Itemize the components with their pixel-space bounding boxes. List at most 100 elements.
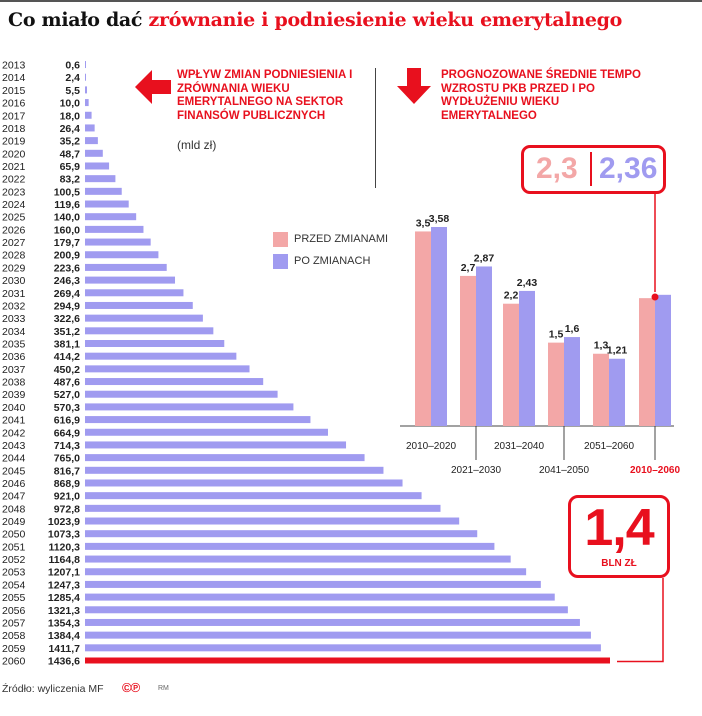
hbar-value-2037: 450,2	[54, 364, 80, 376]
hbar-value-2040: 570,3	[54, 402, 80, 414]
page-title: Co miało dać zrównanie i podniesienie wi…	[8, 9, 622, 31]
hbar-value-2060: 1436,6	[48, 656, 80, 668]
hbar-2046	[85, 479, 403, 487]
hbar-2058	[85, 631, 591, 639]
hbar-year-2035: 2035	[2, 339, 26, 351]
hbar-year-2038: 2038	[2, 377, 26, 389]
hbar-2018	[85, 124, 95, 132]
hbar-2042	[85, 428, 328, 436]
hbar-year-2048: 2048	[2, 503, 26, 515]
hbar-2050	[85, 530, 478, 538]
hbar-year-2029: 2029	[2, 262, 26, 274]
hbar-2041	[85, 416, 311, 424]
legend-swatch-before	[273, 232, 288, 247]
average-before-value: 2,3	[536, 152, 578, 185]
hbar-year-2036: 2036	[2, 351, 26, 363]
hbar-value-2035: 381,1	[54, 339, 80, 351]
hbar-year-2025: 2025	[2, 212, 26, 224]
hbar-value-2017: 18,0	[60, 110, 81, 122]
author-initials: RM	[158, 685, 169, 692]
hbar-2020	[85, 149, 103, 157]
title-part-black: Co miało dać	[8, 9, 149, 31]
hbar-value-2036: 414,2	[54, 351, 80, 363]
vbar-category-2: 2031–2040	[494, 441, 544, 452]
vbar-after-4	[609, 358, 625, 426]
vbar-category-4: 2051–2060	[584, 441, 634, 452]
hbar-2022	[85, 175, 116, 183]
average-after-value: 2,36	[599, 152, 658, 185]
hbar-year-2054: 2054	[2, 579, 26, 591]
hbar-2053	[85, 568, 527, 576]
hbar-year-2041: 2041	[2, 415, 26, 427]
vbar-before-2	[503, 303, 519, 426]
hbar-2036	[85, 352, 237, 360]
hbar-year-2018: 2018	[2, 123, 26, 135]
hbar-2029	[85, 263, 167, 271]
hbar-value-2031: 269,4	[54, 288, 80, 300]
hbar-value-2049: 1023,9	[48, 516, 80, 528]
right-panel-title: PROGNOZOWANE ŚREDNIE TEMPO WZROSTU PKB P…	[441, 69, 641, 122]
vbar-category-0: 2010–2020	[406, 441, 456, 452]
hbar-year-2047: 2047	[2, 491, 26, 503]
hbar-year-2060: 2060	[2, 656, 26, 668]
hbar-value-2024: 119,6	[54, 199, 80, 211]
vbar-label-before-2: 2,2	[504, 290, 519, 302]
hbar-2059	[85, 644, 601, 652]
hbar-year-2020: 2020	[2, 148, 26, 160]
hbar-2035	[85, 340, 225, 347]
vbar-label-after-3: 1,6	[565, 323, 580, 335]
vbar-after-1	[476, 266, 492, 426]
hbar-2013	[85, 61, 86, 69]
hbar-2032	[85, 301, 193, 309]
hbar-value-2052: 1164,8	[48, 554, 80, 566]
hbar-value-2051: 1120,3	[48, 541, 80, 553]
left-panel-title: WPŁYW ZMIAN PODNIESIENIA I ZRÓWNANIA WIE…	[177, 69, 353, 122]
arrow-down-icon	[397, 68, 431, 104]
vbar-label-before-0: 3,5	[416, 217, 431, 229]
hbar-value-2057: 1354,3	[48, 617, 80, 629]
hbar-year-2056: 2056	[2, 605, 26, 617]
hbar-year-2034: 2034	[2, 326, 26, 338]
vbar-label-after-1: 2,87	[474, 252, 495, 264]
hbar-year-2013: 2013	[2, 60, 26, 72]
hbar-year-2023: 2023	[2, 186, 26, 198]
vbar-before-0	[415, 231, 431, 426]
hbar-year-2046: 2046	[2, 478, 26, 490]
hbar-2045	[85, 466, 384, 474]
hbar-2043	[85, 441, 347, 449]
hbar-value-2019: 35,2	[60, 136, 81, 148]
hbar-value-2022: 83,2	[60, 174, 81, 186]
hbar-value-2016: 10,0	[60, 98, 81, 110]
hbar-value-2041: 616,9	[54, 415, 80, 427]
top-rule	[0, 0, 702, 2]
hbar-2027	[85, 238, 151, 246]
arrow-left-icon	[135, 70, 171, 104]
hbar-year-2043: 2043	[2, 440, 26, 452]
hbar-value-2029: 223,6	[54, 262, 80, 274]
hbar-year-2024: 2024	[2, 199, 26, 211]
hbar-year-2042: 2042	[2, 427, 26, 439]
hbar-value-2056: 1321,3	[48, 605, 80, 617]
hbar-2030	[85, 276, 176, 284]
hbar-year-2059: 2059	[2, 643, 26, 655]
vbar-after-5	[655, 294, 671, 426]
hbar-2049	[85, 517, 460, 525]
hbar-2039	[85, 390, 278, 398]
hbar-year-2019: 2019	[2, 136, 26, 148]
hbar-year-2057: 2057	[2, 617, 26, 629]
hbar-2056	[85, 606, 568, 614]
hbar-2054	[85, 580, 541, 588]
hbar-2024	[85, 200, 129, 208]
hbar-year-2016: 2016	[2, 98, 26, 110]
hbar-year-2052: 2052	[2, 554, 26, 566]
hbar-value-2059: 1411,7	[48, 643, 80, 655]
hbar-value-2020: 48,7	[60, 148, 81, 160]
hbar-year-2039: 2039	[2, 389, 26, 401]
hbar-value-2027: 179,7	[54, 237, 80, 249]
vbar-category-1: 2021–2030	[451, 465, 501, 476]
vbar-label-after-4: 1,21	[607, 345, 628, 357]
hbar-value-2043: 714,3	[54, 440, 80, 452]
hbar-2048	[85, 504, 441, 512]
vbar-label-after-2: 2,43	[517, 277, 538, 289]
vbar-label-before-1: 2,7	[461, 262, 476, 274]
